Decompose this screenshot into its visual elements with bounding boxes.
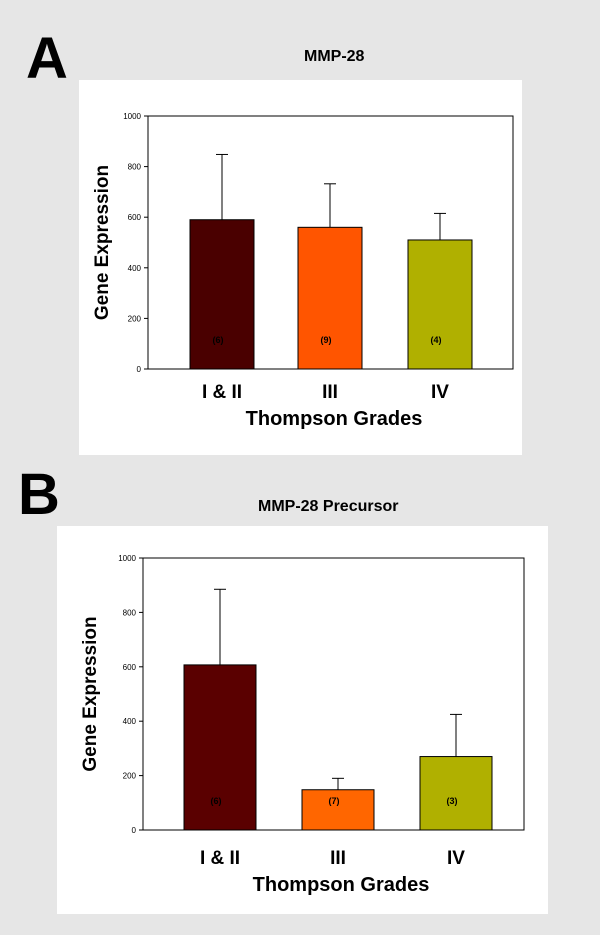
bar-1	[189, 219, 255, 370]
y-axis-label: Gene Expression	[92, 165, 113, 320]
sample-size-label: (9)	[321, 335, 332, 345]
panel-letter-b: B	[18, 462, 60, 527]
x-axis-label: Thompson Grades	[246, 408, 423, 430]
y-tick-label: 800	[128, 163, 142, 172]
y-tick-label: 600	[123, 663, 137, 672]
sample-size-label: (6)	[211, 796, 222, 806]
category-label: I & II	[202, 382, 242, 403]
bar-3	[407, 239, 473, 370]
chart-title-b: MMP-28 Precursor	[258, 498, 399, 515]
sample-size-label: (4)	[431, 335, 442, 345]
bar-1	[183, 664, 257, 831]
y-tick-label: 200	[123, 772, 137, 781]
category-label: I & II	[200, 848, 240, 869]
sample-size-label: (7)	[329, 796, 340, 806]
y-tick-label: 0	[137, 365, 142, 374]
y-tick-label: 0	[132, 826, 137, 835]
x-axis-label: Thompson Grades	[253, 874, 430, 896]
y-tick-label: 600	[128, 213, 142, 222]
y-tick-label: 800	[123, 608, 137, 617]
y-tick-label: 400	[128, 264, 142, 273]
chart-background-b	[57, 526, 548, 914]
sample-size-label: (6)	[213, 335, 224, 345]
category-label: III	[322, 382, 338, 403]
category-label: IV	[447, 848, 465, 869]
panel-letter-a: A	[26, 26, 68, 91]
y-tick-label: 1000	[123, 112, 141, 121]
y-tick-label: 400	[123, 717, 137, 726]
sample-size-label: (3)	[447, 796, 458, 806]
category-label: III	[330, 848, 346, 869]
y-axis-label: Gene Expression	[80, 616, 101, 771]
bar-2	[297, 226, 363, 370]
category-label: IV	[431, 382, 449, 403]
chart-title-a: MMP-28	[304, 48, 365, 65]
bar-2	[301, 789, 375, 831]
y-tick-label: 200	[128, 314, 142, 323]
y-tick-label: 1000	[118, 554, 136, 563]
bar-3	[419, 756, 493, 831]
